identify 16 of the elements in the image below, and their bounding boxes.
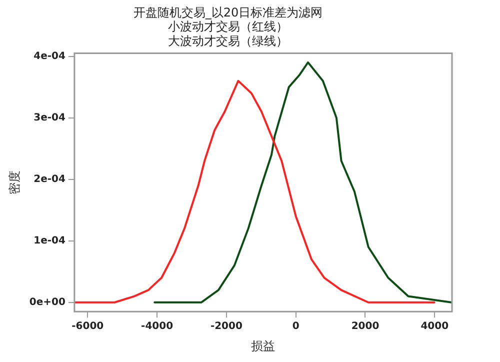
x-axis-title: 损益 bbox=[251, 338, 276, 353]
x-tick-label: -6000 bbox=[72, 321, 104, 332]
x-tick-label: -2000 bbox=[210, 321, 242, 332]
x-tick-label: 0 bbox=[292, 321, 300, 332]
y-tick-label: 2e-04 bbox=[34, 174, 66, 185]
chart-title: 开盘随机交易_以20日标准差为滤网 bbox=[133, 5, 323, 20]
y-axis-title: 密度 bbox=[7, 170, 22, 194]
text: 大波动才交易（绿线） bbox=[168, 34, 288, 48]
y-tick-label: 4e-04 bbox=[34, 50, 66, 62]
y-tick-label: 1e-04 bbox=[34, 235, 66, 246]
y-tick-label: 0e+00 bbox=[29, 296, 66, 308]
x-tick-label: -4000 bbox=[141, 321, 174, 332]
chart-subtitle: 小波动才交易（红线） bbox=[168, 20, 288, 34]
y-tick-label: 3e-04 bbox=[34, 112, 66, 124]
x-tick-label: 4000 bbox=[420, 321, 449, 332]
x-tick-label: 2000 bbox=[351, 321, 380, 332]
